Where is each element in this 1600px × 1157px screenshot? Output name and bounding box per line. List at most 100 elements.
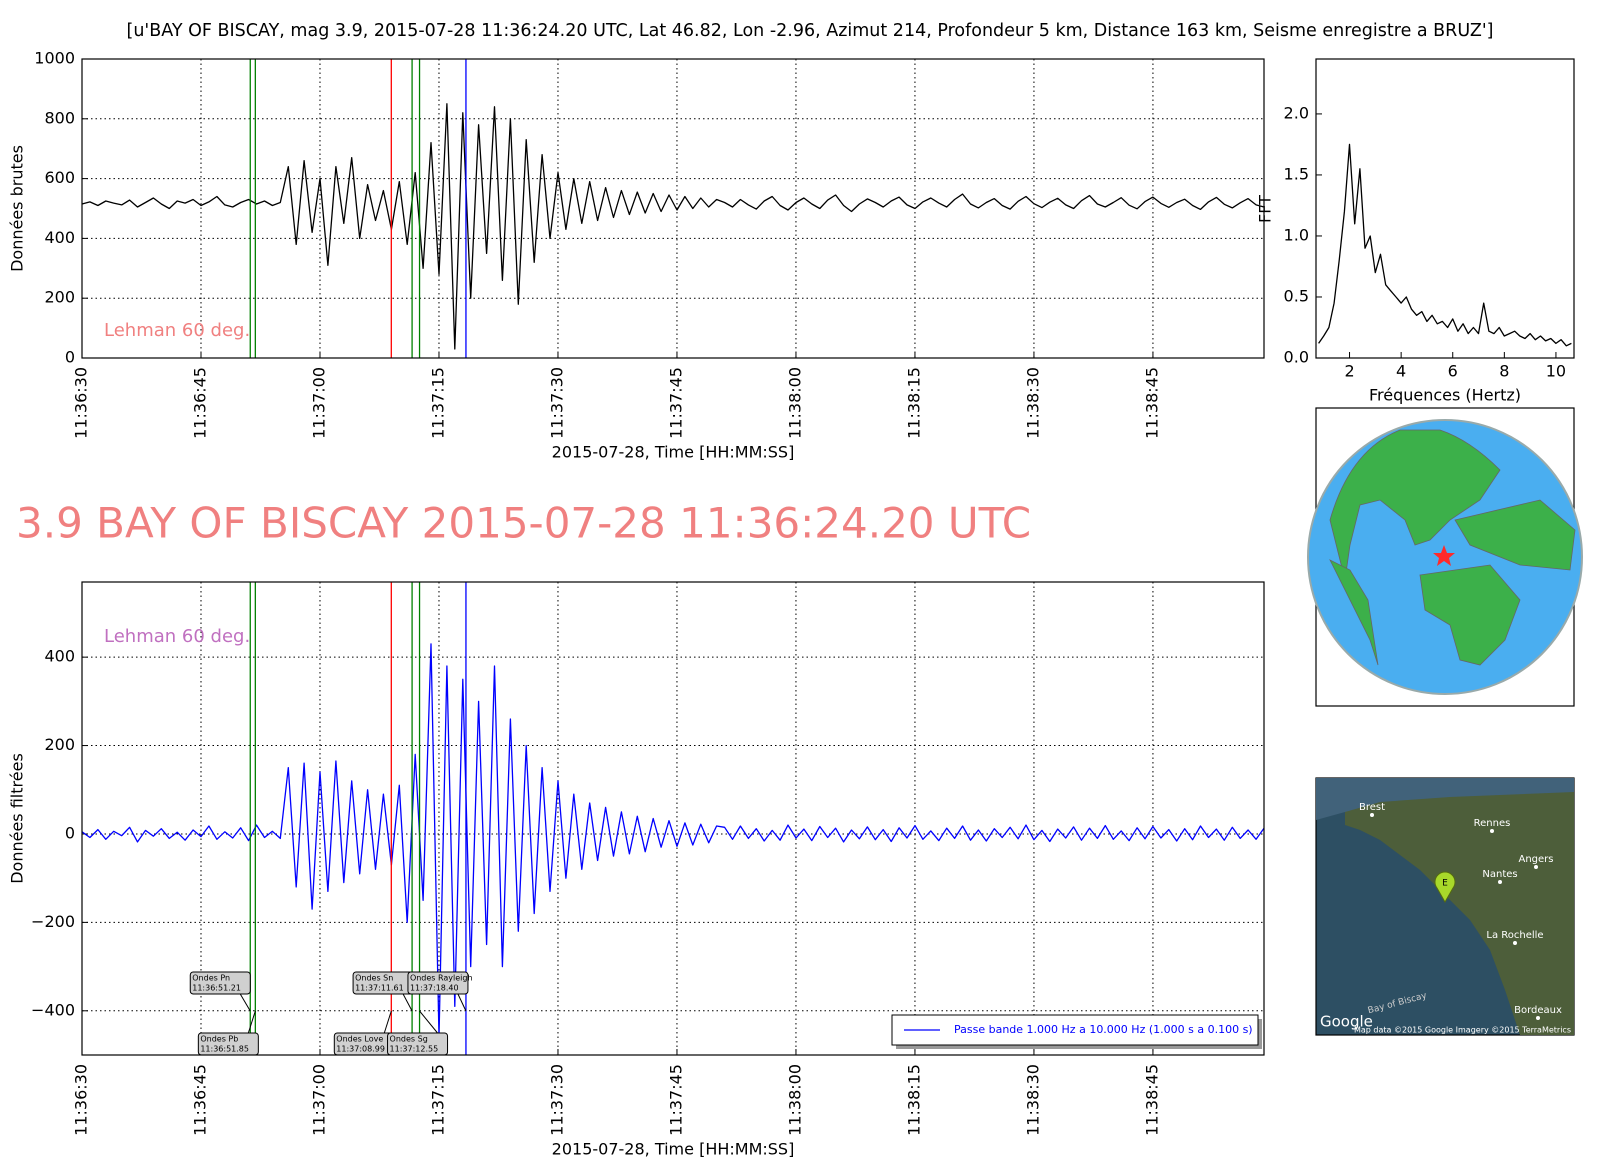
phase-arrow <box>247 1010 256 1034</box>
phase-name: Ondes Love <box>336 1035 383 1044</box>
x-tick-label: 11:38:00 <box>785 1064 804 1136</box>
y-tick-label: 200 <box>44 288 75 307</box>
y-tick-label: 1.5 <box>1284 164 1309 183</box>
x-tick-label: 11:37:45 <box>666 367 685 439</box>
city-label: Brest <box>1359 802 1385 813</box>
figure-title: [u'BAY OF BISCAY, mag 3.9, 2015-07-28 11… <box>127 21 1494 41</box>
series-line <box>81 103 1265 350</box>
y-axis-label: FFT <box>1256 195 1275 223</box>
phase-label-box <box>407 971 469 995</box>
y-tick-label: 200 <box>44 735 75 754</box>
city-dot <box>1534 865 1538 869</box>
phase-arrow <box>402 993 413 1012</box>
annotation: Lehman 60 deg. <box>104 320 250 341</box>
headline: 3.9 BAY OF BISCAY 2015-07-28 11:36:24.20… <box>16 499 1031 548</box>
x-tick-label: 11:38:15 <box>904 1064 923 1136</box>
phase-time: 11:37:18.40 <box>410 984 459 993</box>
phase-time: 11:37:08.99 <box>336 1045 385 1054</box>
x-tick-label: 11:37:15 <box>428 367 447 439</box>
y-axis-label: Données brutes <box>8 145 27 272</box>
y-tick-label: 0 <box>65 348 75 367</box>
y-tick-label: 0.0 <box>1284 348 1309 367</box>
phase-arrow <box>457 993 467 1012</box>
pin-label: E <box>1442 879 1448 889</box>
x-tick-label: 11:37:30 <box>547 1064 566 1136</box>
phase-time: 11:37:12.55 <box>390 1045 439 1054</box>
x-tick-label: 4 <box>1396 362 1406 381</box>
city-label: La Rochelle <box>1486 930 1543 941</box>
city-label: Bordeaux <box>1514 1005 1562 1016</box>
x-tick-label: 11:36:30 <box>72 367 91 439</box>
phase-time: 11:37:11.61 <box>355 984 404 993</box>
map-pin <box>1434 871 1456 904</box>
phase-arrow <box>383 1010 392 1034</box>
chart: −400 −200 0 200 400 11:36:30 11:36:45 11:37:00 1… <box>8 581 1265 1157</box>
x-tick-label: 11:37:45 <box>666 1064 685 1136</box>
x-tick-label: 11:36:45 <box>190 1064 209 1136</box>
y-tick-label: 400 <box>44 647 75 666</box>
plot-frame <box>81 58 1265 359</box>
phase-name: Ondes Pn <box>192 974 230 983</box>
y-tick-label: 1000 <box>34 49 75 68</box>
chart: 0.0 0.5 1.0 1.5 2.0 2 4 6 8 10 Fréquences (Hertz) F… <box>1256 58 1575 405</box>
phase-time: 11:36:51.21 <box>192 984 241 993</box>
series-line <box>1318 143 1572 347</box>
y-axis-label: Données filtrées <box>8 753 27 884</box>
phase-label-box <box>189 971 251 995</box>
x-axis-label: 2015-07-28, Time [HH:MM:SS] <box>552 443 795 462</box>
x-tick-label: 11:38:15 <box>904 367 923 439</box>
x-tick-label: 11:37:30 <box>547 367 566 439</box>
chart: 0 200 400 600 800 1000 11:36:30 11:36:45 11:37:0… <box>8 49 1265 462</box>
x-tick-label: 11:38:00 <box>785 367 804 439</box>
y-tick-label: 800 <box>44 108 75 127</box>
y-tick-label: −200 <box>31 912 75 931</box>
x-tick-label: 10 <box>1546 362 1566 381</box>
phase-arrow <box>239 993 251 1012</box>
annotation: Lehman 60 deg. <box>104 626 250 647</box>
y-tick-label: 2.0 <box>1284 103 1309 122</box>
legend <box>891 1014 1259 1046</box>
x-tick-label: 11:38:30 <box>1023 367 1042 439</box>
phase-name: Ondes Rayleigh <box>410 974 473 983</box>
x-tick-label: 11:38:45 <box>1142 1064 1161 1136</box>
phase-name: Ondes Pb <box>200 1035 238 1044</box>
x-tick-label: 11:38:45 <box>1142 367 1161 439</box>
y-tick-label: 400 <box>44 228 75 247</box>
legend-label: Passe bande 1.000 Hz a 10.000 Hz (1.000 … <box>954 1023 1253 1036</box>
map-logo: Google <box>1320 1013 1373 1031</box>
series-line <box>81 643 1265 1038</box>
y-tick-label: 0 <box>65 823 75 842</box>
x-tick-label: 11:36:45 <box>190 367 209 439</box>
plot-frame <box>81 581 1265 1056</box>
city-dot <box>1513 941 1517 945</box>
y-tick-label: 600 <box>44 168 75 187</box>
phase-time: 11:36:51.85 <box>200 1045 249 1054</box>
city-label: Angers <box>1519 854 1554 865</box>
city-label: Rennes <box>1474 818 1511 829</box>
y-tick-label: 1.0 <box>1284 225 1309 244</box>
x-tick-label: 6 <box>1448 362 1458 381</box>
city-dot <box>1490 829 1494 833</box>
city-dot <box>1498 880 1502 884</box>
x-axis-label: 2015-07-28, Time [HH:MM:SS] <box>552 1140 795 1157</box>
x-tick-label: 11:38:30 <box>1023 1064 1042 1136</box>
x-tick-label: 11:36:30 <box>72 1064 91 1136</box>
city-label: Nantes <box>1482 869 1517 880</box>
x-tick-label: 11:37:00 <box>309 367 328 439</box>
phase-name: Ondes Sg <box>390 1035 428 1044</box>
y-tick-label: 0.5 <box>1284 286 1309 305</box>
x-tick-label: 8 <box>1499 362 1509 381</box>
city-dot <box>1370 813 1374 817</box>
phase-name: Ondes Sn <box>355 974 393 983</box>
city-dot <box>1536 1016 1540 1020</box>
plot-frame <box>1315 58 1575 359</box>
globe <box>1307 407 1583 707</box>
x-tick-label: 11:37:15 <box>428 1064 447 1136</box>
y-tick-label: −400 <box>31 1000 75 1019</box>
x-tick-label: 2 <box>1344 362 1354 381</box>
phase-arrow <box>419 1010 438 1034</box>
map-attribution: Map data ©2015 Google Imagery ©2015 Terr… <box>1354 1026 1571 1035</box>
x-axis-label: Fréquences (Hertz) <box>1369 386 1521 405</box>
